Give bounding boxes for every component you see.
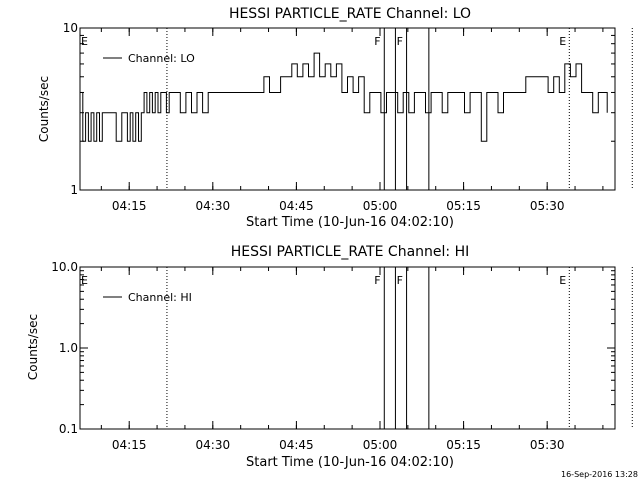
y-tick-label: 1.0 [59,341,78,355]
event-marker-label: F [374,274,380,287]
x-tick-label: 04:30 [196,199,231,213]
hi-x-ticks: 04:15 04:30 04:45 05:00 05:15 05:30 [100,267,604,452]
y-tick-label: 10 [63,21,78,35]
x-tick-label: 05:15 [446,438,481,452]
event-marker-label: E [81,35,88,48]
x-tick-label: 05:30 [530,438,565,452]
event-marker-label: E [81,274,88,287]
event-marker-label: E [559,35,566,48]
x-tick-label: 05:15 [446,199,481,213]
lo-channel-panel: HESSI PARTICLE_RATE Channel: LO Counts/s… [37,6,633,230]
hi-x-axis-label: Start Time (10-Jun-16 04:02:10) [246,455,454,470]
x-tick-label: 04:30 [196,438,231,452]
hi-y-axis-label: Counts/sec [26,314,40,380]
event-marker-label: E [559,274,566,287]
lo-legend: Channel: LO [103,52,195,65]
hi-chart-title: HESSI PARTICLE_RATE Channel: HI [231,244,469,260]
lo-chart-title: HESSI PARTICLE_RATE Channel: LO [229,6,471,22]
generation-timestamp: 16-Sep-2016 13:28 [561,470,638,479]
lo-series [80,52,608,142]
lo-legend-label: Channel: LO [128,52,195,65]
lo-x-axis-label: Start Time (10-Jun-16 04:02:10) [246,215,454,230]
lo-plot-frame [79,27,616,191]
x-tick-label: 05:30 [530,199,565,213]
lo-y-ticks: 10 1 [63,21,615,197]
event-marker-label: F [374,35,380,48]
lo-y-axis-label: Counts/sec [37,76,51,142]
y-tick-label: 0.1 [59,422,78,436]
hi-legend-label: Channel: HI [128,291,192,304]
x-tick-label: 05:00 [363,438,398,452]
x-tick-label: 04:15 [112,438,147,452]
x-tick-label: 04:45 [279,199,314,213]
lo-x-ticks: 04:15 04:30 04:45 05:00 05:15 05:30 [100,28,604,213]
y-tick-label: 10.0 [51,260,78,274]
x-tick-label: 04:45 [279,438,314,452]
y-tick-label: 1 [70,183,78,197]
hi-legend: Channel: HI [103,291,192,304]
x-tick-label: 04:15 [112,199,147,213]
x-tick-label: 05:00 [363,199,398,213]
hi-channel-panel: HESSI PARTICLE_RATE Channel: HI Counts/s… [26,244,633,470]
event-marker-label: F [397,274,403,287]
series-line-lo [80,52,608,142]
event-marker-label: F [397,35,403,48]
hi-y-ticks: 10.0 1.0 0.1 [51,260,615,436]
